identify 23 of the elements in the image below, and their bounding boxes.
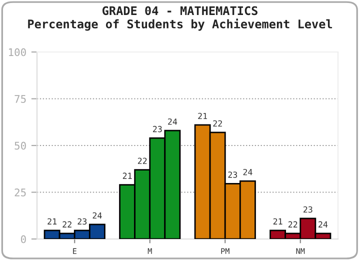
text: 23 (304, 206, 312, 213)
series-label: 21 (48, 218, 56, 224)
text: 21 (273, 218, 282, 224)
y-tick-label: 100 (9, 48, 26, 56)
chart-title: GRADE 04 - MATHEMATICS (102, 6, 258, 16)
text: 22 (288, 221, 298, 228)
text: 24 (168, 118, 178, 125)
text: 23 (78, 218, 87, 225)
text: 22 (213, 120, 222, 127)
chart-subtitle: Percentage of Students by Achievement Level (28, 18, 332, 31)
series-label: 22 (62, 221, 72, 228)
text: 21 (122, 172, 132, 179)
y-tick-label: 75 (14, 95, 26, 103)
y-tick-label: 25 (14, 188, 26, 196)
series-label: 24 (318, 221, 328, 228)
y-tick-label: 0 (20, 235, 26, 244)
y-tick-label: 50 (14, 142, 26, 150)
text: 21 (198, 112, 207, 120)
text: 24 (243, 168, 252, 176)
text: 22 (138, 158, 147, 164)
text: 23 (228, 172, 238, 178)
series-label: 23 (153, 126, 162, 132)
text: 24 (92, 212, 102, 219)
